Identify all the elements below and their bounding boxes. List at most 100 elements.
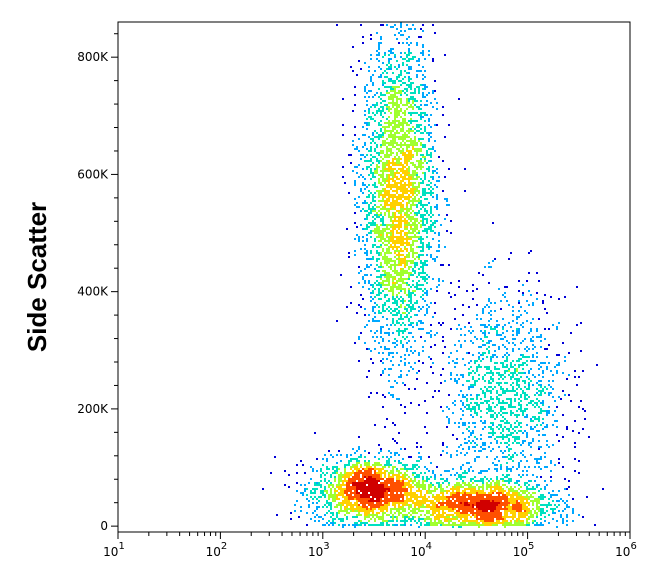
density-dot	[388, 458, 390, 460]
density-dot	[348, 500, 350, 502]
density-dot	[388, 174, 390, 176]
density-dot	[444, 496, 446, 498]
density-dot	[412, 178, 414, 180]
density-dot	[392, 486, 394, 488]
density-dot	[546, 440, 548, 442]
density-dot	[508, 374, 510, 376]
density-dot	[514, 338, 516, 340]
density-dot	[406, 262, 408, 264]
density-dot	[394, 264, 396, 266]
density-dot	[370, 490, 372, 492]
density-dot	[370, 148, 372, 150]
density-dot	[422, 162, 424, 164]
density-dot	[498, 492, 500, 494]
density-dot	[410, 82, 412, 84]
density-dot	[462, 500, 464, 502]
density-dot	[396, 184, 398, 186]
density-dot	[406, 374, 408, 376]
density-dot	[456, 484, 458, 486]
density-dot	[402, 490, 404, 492]
density-dot	[468, 488, 470, 490]
density-dot	[334, 490, 336, 492]
density-dot	[392, 120, 394, 122]
density-dot	[406, 336, 408, 338]
density-dot	[524, 398, 526, 400]
density-dot	[376, 58, 378, 60]
density-dot	[438, 278, 440, 280]
density-dot	[502, 326, 504, 328]
density-dot	[420, 164, 422, 166]
density-dot	[498, 498, 500, 500]
density-dot	[446, 426, 448, 428]
density-dot	[408, 52, 410, 54]
density-dot	[378, 352, 380, 354]
density-dot	[432, 472, 434, 474]
density-dot	[384, 280, 386, 282]
density-dot	[384, 368, 386, 370]
density-dot	[386, 168, 388, 170]
density-dot	[488, 324, 490, 326]
density-dot	[416, 154, 418, 156]
density-dot	[402, 196, 404, 198]
density-dot	[416, 150, 418, 152]
density-dot	[516, 370, 518, 372]
density-dot	[534, 376, 536, 378]
density-dot	[390, 238, 392, 240]
density-dot	[422, 112, 424, 114]
density-dot	[394, 272, 396, 274]
density-dot	[388, 260, 390, 262]
density-dot	[386, 240, 388, 242]
density-dot	[488, 498, 490, 500]
density-dot	[350, 66, 352, 68]
density-dot	[370, 116, 372, 118]
density-dot	[486, 388, 488, 390]
density-dot	[378, 484, 380, 486]
density-dot	[418, 246, 420, 248]
density-dot	[468, 388, 470, 390]
density-dot	[424, 160, 426, 162]
density-dot	[502, 484, 504, 486]
density-dot	[414, 252, 416, 254]
density-dot	[392, 394, 394, 396]
density-dot	[394, 302, 396, 304]
density-dot	[510, 488, 512, 490]
density-dot	[406, 224, 408, 226]
density-dot	[370, 476, 372, 478]
density-dot	[394, 118, 396, 120]
density-dot	[392, 140, 394, 142]
density-dot	[300, 460, 302, 462]
density-dot	[400, 496, 402, 498]
density-dot	[518, 484, 520, 486]
density-dot	[388, 354, 390, 356]
density-dot	[406, 220, 408, 222]
density-dot	[514, 492, 516, 494]
density-dot	[422, 248, 424, 250]
density-dot	[340, 490, 342, 492]
density-dot	[382, 258, 384, 260]
density-dot	[400, 240, 402, 242]
density-dot	[418, 288, 420, 290]
density-dot	[358, 150, 360, 152]
density-dot	[408, 320, 410, 322]
density-dot	[370, 34, 372, 36]
density-dot	[458, 496, 460, 498]
density-dot	[452, 494, 454, 496]
density-dot	[398, 196, 400, 198]
density-dot	[370, 78, 372, 80]
density-dot	[388, 340, 390, 342]
density-dot	[420, 162, 422, 164]
density-dot	[368, 226, 370, 228]
density-dot	[392, 102, 394, 104]
density-dot	[380, 284, 382, 286]
density-dot	[510, 424, 512, 426]
density-dot	[384, 132, 386, 134]
density-dot	[432, 214, 434, 216]
density-dot	[392, 90, 394, 92]
density-dot	[374, 200, 376, 202]
density-dot	[450, 232, 452, 234]
density-dot	[416, 484, 418, 486]
density-dot	[492, 398, 494, 400]
density-dot	[388, 154, 390, 156]
density-dot	[378, 162, 380, 164]
density-dot	[392, 364, 394, 366]
